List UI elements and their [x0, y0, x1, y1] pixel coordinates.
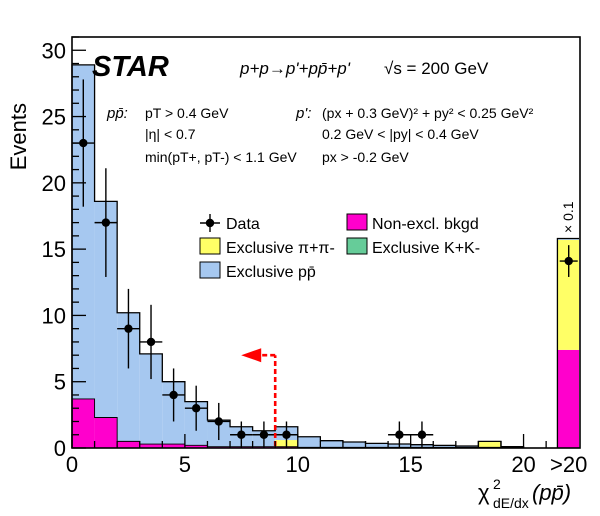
bar: [117, 441, 140, 448]
data-point: [184, 385, 208, 431]
x-tick-label: 20: [511, 452, 535, 477]
x-tick-label: 15: [398, 452, 422, 477]
y-tick-label: 0: [54, 436, 66, 461]
legend-item-data: Data: [200, 214, 260, 233]
overflow-ppbar-bar: [557, 238, 579, 240]
x-tick-label: 5: [179, 452, 191, 477]
data-point: [72, 79, 95, 207]
bar: [297, 436, 321, 448]
data-point: [162, 368, 185, 422]
data-points: [72, 79, 578, 448]
cut-arrowhead: [241, 348, 262, 363]
marker: [259, 430, 269, 439]
bar: [365, 443, 389, 448]
bar: [117, 312, 140, 442]
marker: [282, 430, 291, 439]
legend-item-pipi: Exclusive π+π-: [199, 237, 335, 257]
bar: [72, 398, 95, 448]
bar: [162, 444, 185, 448]
y-axis-title: Events: [6, 103, 31, 170]
y-tick-label: 25: [42, 105, 66, 130]
bar: [139, 444, 163, 448]
marker: [395, 430, 404, 439]
overflow-data-point: [559, 245, 578, 277]
x-overflow-label: >20: [550, 452, 587, 477]
svg-text:Exclusive pp̄: Exclusive pp̄: [226, 264, 316, 281]
axes: 0 5 10 15 20 25 30 0 5 10 15 20 >20: [42, 36, 587, 477]
cut-left-3: min(pT+, pT-) < 1.1 GeV: [145, 149, 297, 165]
x-tick-label: 10: [286, 452, 310, 477]
bar: [94, 201, 118, 418]
y-tick-label: 10: [42, 303, 66, 328]
svg-text:Data: Data: [226, 216, 260, 233]
cut-arrow: [241, 348, 277, 446]
y-tick-label: 20: [42, 171, 66, 196]
data-point: [117, 288, 140, 369]
svg-text:Exclusive K+K-: Exclusive K+K-: [372, 240, 480, 257]
overflow-outline: [556, 237, 579, 448]
legend-item-kk: Exclusive K+K-: [346, 237, 480, 257]
marker: [417, 430, 427, 439]
bar: [184, 445, 208, 448]
marker: [191, 404, 201, 413]
cut-left-1: pT > 0.4 GeV: [145, 105, 229, 121]
y-tick-label: 5: [54, 370, 66, 395]
data-point: [207, 402, 231, 441]
svg-text:2: 2: [493, 476, 501, 492]
marker: [564, 256, 573, 266]
svg-text:Exclusive π+π-: Exclusive π+π-: [226, 240, 335, 257]
overflow-scale-label: × 0.1: [560, 201, 576, 233]
cut-right-1: (px + 0.3 GeV)² + py² < 0.25 GeV²: [322, 105, 534, 121]
legend: Data Non-excl. bkgd Exclusive π+π- Exclu…: [199, 213, 480, 281]
cut-right-2: 0.2 GeV < |py| < 0.4 GeV: [322, 126, 479, 142]
y-tick-label: 30: [42, 38, 66, 63]
experiment-label: STAR: [92, 51, 169, 83]
energy-label: √s = 200 GeV: [384, 59, 489, 78]
marker: [101, 218, 111, 227]
overflow-bin: [556, 237, 579, 448]
x-axis-title: χ 2 dE/dx (pp̄): [478, 476, 571, 511]
bar: [433, 445, 456, 448]
data-point: [230, 421, 253, 448]
bar: [478, 442, 501, 448]
plot-frame: [71, 36, 581, 449]
marker: [146, 337, 156, 347]
x-tick-label: 0: [66, 452, 78, 477]
bar: [139, 353, 163, 445]
bar: [320, 440, 343, 448]
marker: [237, 430, 246, 439]
marker: [79, 138, 88, 148]
data-point: [388, 421, 411, 448]
svg-text:dE/dx: dE/dx: [493, 495, 529, 511]
data-point: [252, 421, 276, 448]
data-point: [139, 304, 163, 380]
marker: [169, 390, 178, 400]
reaction-label: p+p→p'+pp̄+p': [239, 59, 351, 78]
cuts-left-label: pp̄:: [106, 105, 128, 122]
y-tick-label: 15: [42, 237, 66, 262]
data-point: [275, 421, 298, 448]
svg-text:(pp̄): (pp̄): [532, 480, 571, 505]
legend-item-ppbar: Exclusive pp̄: [199, 261, 316, 281]
svg-text:χ: χ: [478, 480, 490, 505]
bar: [455, 446, 479, 448]
overflow-pipi-bar: [557, 239, 579, 350]
data-point: [410, 421, 434, 448]
legend-item-bkgd: Non-excl. bkgd: [346, 213, 479, 233]
cut-left-2: |η| < 0.7: [145, 126, 196, 142]
bar: [342, 442, 366, 448]
marker: [214, 417, 223, 426]
data-point: [94, 168, 118, 277]
cuts-right-label: p':: [295, 105, 311, 122]
overflow-bkgd-bar: [557, 349, 579, 448]
cut-right-3: px > -0.2 GeV: [322, 149, 409, 165]
svg-text:Non-excl. bkgd: Non-excl. bkgd: [372, 216, 479, 233]
marker: [124, 324, 133, 333]
bar: [94, 417, 118, 448]
